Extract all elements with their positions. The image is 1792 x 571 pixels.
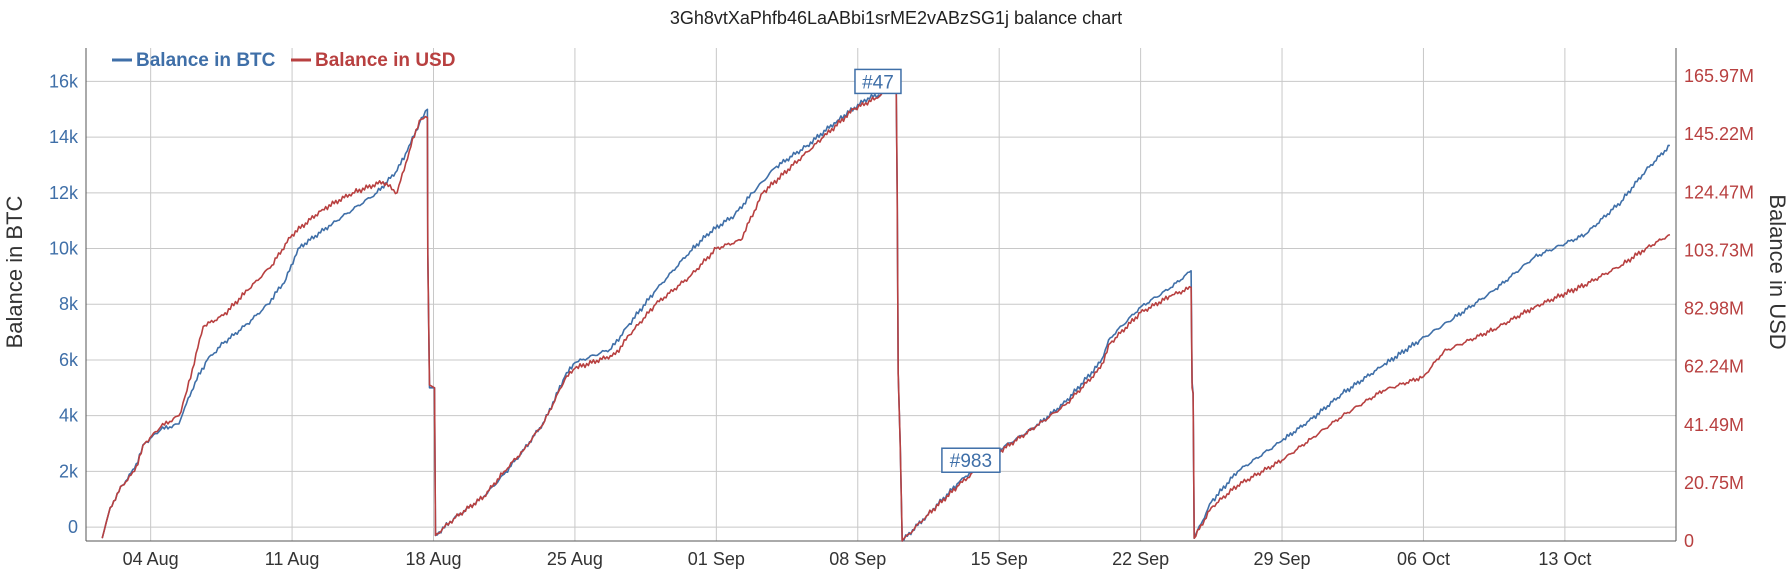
y-right-tick-label: 0	[1684, 531, 1694, 551]
y-right-tick-label: 145.22M	[1684, 124, 1754, 144]
y-right-tick-label: 82.98M	[1684, 299, 1744, 319]
grid-layer	[86, 48, 1676, 541]
x-tick-label: 29 Sep	[1254, 549, 1311, 569]
x-tick-label: 15 Sep	[971, 549, 1028, 569]
legend-label-btc: Balance in BTC	[136, 50, 276, 71]
x-tick-label: 01 Sep	[688, 549, 745, 569]
annotation-box	[854, 68, 902, 95]
y-left-tick-label: 2k	[59, 461, 79, 481]
series-line-btc	[101, 87, 1670, 542]
x-tick-label: 11 Aug	[265, 549, 320, 569]
series-layer	[101, 83, 1671, 542]
y-right-tick-label: 41.49M	[1684, 415, 1744, 435]
y-right-tick-label: 62.24M	[1684, 357, 1744, 377]
y-left-tick-label: 16k	[49, 71, 79, 91]
y-axis-right-label: Balance in USD	[1765, 194, 1790, 349]
annotation-layer: #47 #983	[854, 68, 1001, 473]
y-right-tick-label: 124.47M	[1684, 182, 1754, 202]
x-tick-label: 13 Oct	[1538, 549, 1591, 569]
y-left-tick-label: 12k	[49, 183, 79, 203]
legend-label-usd: Balance in USD	[315, 50, 455, 71]
annotation-label: #983	[950, 451, 992, 472]
y-left-tick-label: 10k	[49, 239, 79, 259]
x-tick-label: 06 Oct	[1397, 549, 1450, 569]
x-tick-label: 04 Aug	[123, 549, 179, 569]
annotation-box	[941, 447, 1001, 473]
y-right-tick-label: 20.75M	[1684, 473, 1744, 493]
y-left-tick-label: 4k	[59, 406, 79, 426]
axis-layer: 04 Aug 11 Aug 18 Aug 25 Aug 01 Sep 08 Sep 15 S…	[49, 48, 1754, 569]
y-right-tick-label: 103.73M	[1684, 240, 1754, 260]
legend: Balance in BTC Balance in USD	[112, 50, 455, 71]
y-left-tick-label: 14k	[49, 127, 79, 147]
y-left-tick-label: 0	[68, 517, 78, 537]
x-tick-label: 22 Sep	[1112, 549, 1169, 569]
y-right-tick-label: 165.97M	[1684, 66, 1754, 86]
x-tick-label: 18 Aug	[405, 549, 461, 569]
x-tick-label: 08 Sep	[829, 549, 886, 569]
chart-title: 3Gh8vtXaPhfb46LaABbi1srME2vABzSG1j balan…	[670, 8, 1122, 28]
annotation-label: #47	[862, 72, 894, 93]
y-left-tick-label: 6k	[59, 350, 79, 370]
y-left-tick-label: 8k	[59, 294, 79, 314]
y-axis-left-label: Balance in BTC	[2, 195, 27, 348]
x-tick-label: 25 Aug	[547, 549, 603, 569]
series-line-usd	[101, 83, 1671, 542]
